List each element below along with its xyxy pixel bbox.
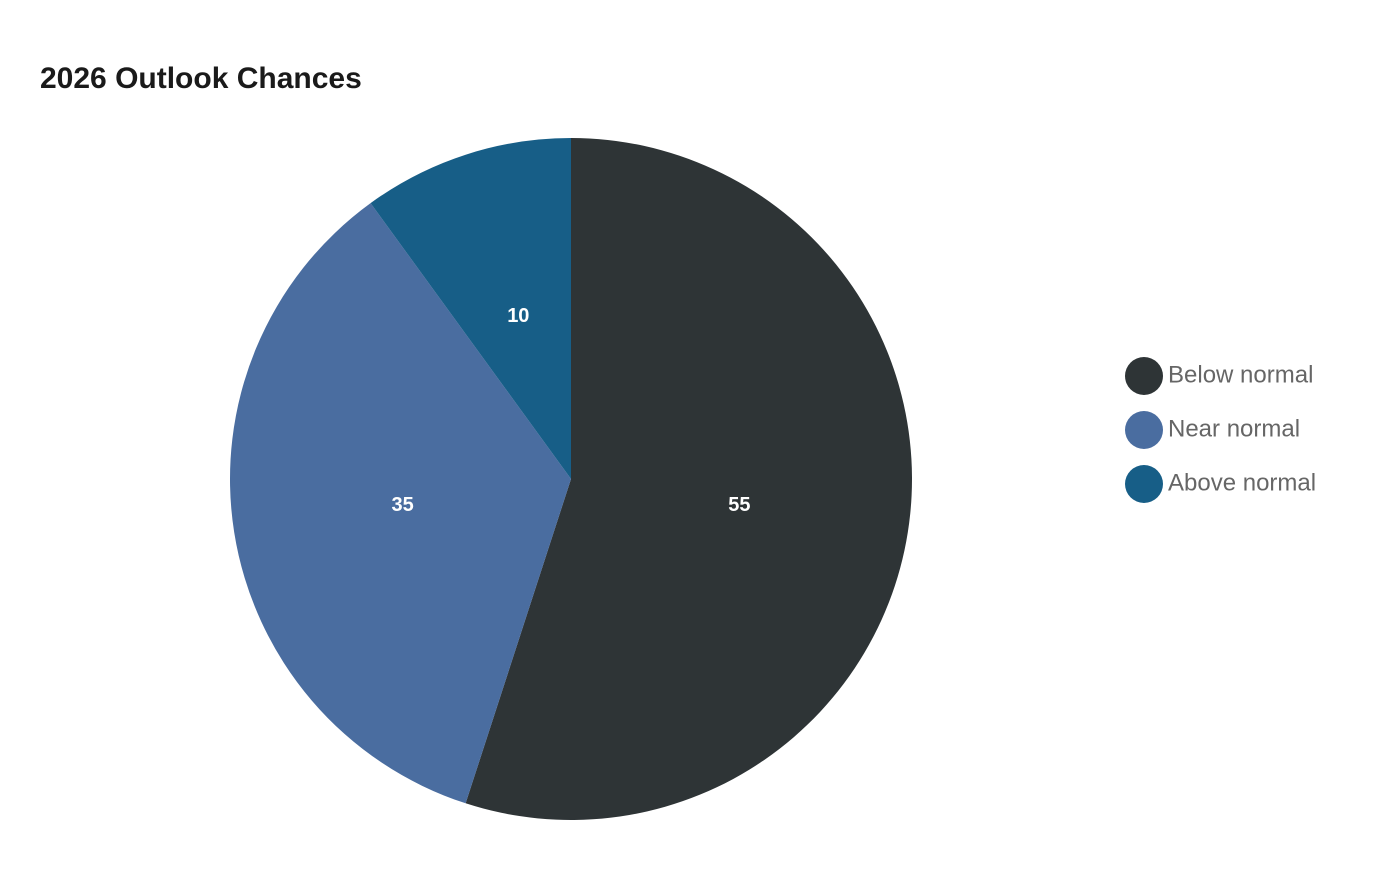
pie-slice <box>370 138 571 479</box>
chart-title: 2026 Outlook Chances <box>40 62 362 95</box>
pie-slice <box>465 138 913 820</box>
legend-label: Near normal <box>1168 415 1300 442</box>
legend-swatch <box>1125 357 1163 395</box>
value-label: 10 <box>507 305 529 327</box>
legend-swatch <box>1125 465 1163 503</box>
value-label: 35 <box>391 494 413 516</box>
legend-swatch <box>1125 411 1163 449</box>
pie-slice <box>230 203 571 804</box>
value-label: 55 <box>728 494 750 516</box>
legend-label: Below normal <box>1168 361 1313 388</box>
legend-label: Above normal <box>1168 469 1316 496</box>
